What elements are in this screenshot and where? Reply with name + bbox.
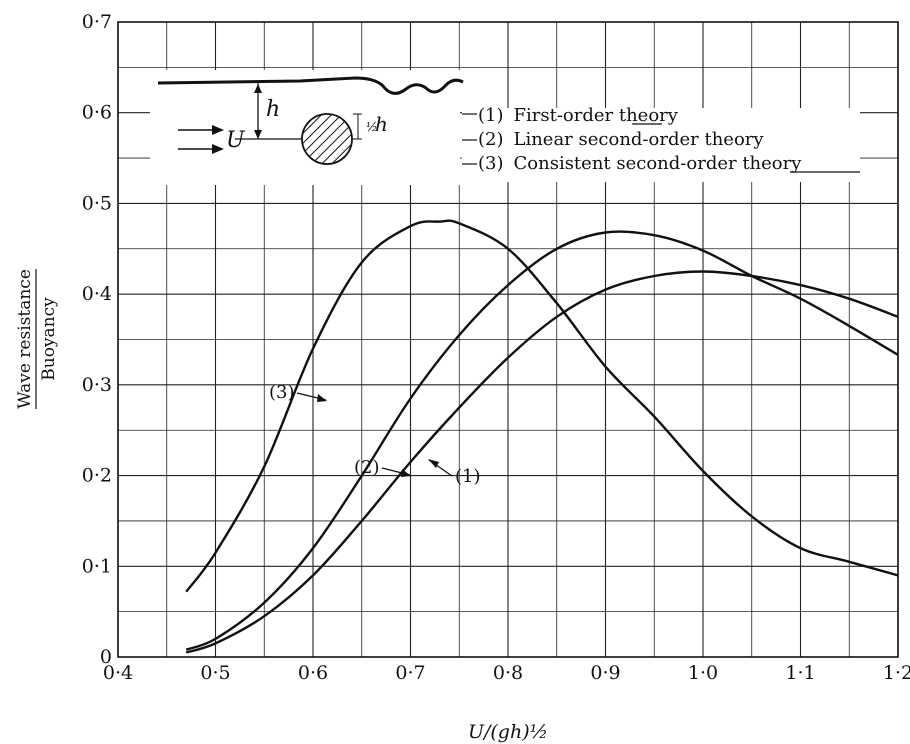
- radius-var-label: h: [375, 112, 388, 136]
- y-tick-label: 0·6: [82, 102, 112, 124]
- free-surface-line: [157, 76, 464, 95]
- velocity-label: U: [226, 128, 246, 153]
- curves: [185, 219, 899, 654]
- curve-tag-2-arrowhead: [401, 469, 411, 477]
- y-tick-label: 0·7: [82, 11, 112, 33]
- x-axis-title: U/(gh)½: [468, 721, 548, 743]
- legend-tag-1: (1): [478, 105, 504, 126]
- curve-tag-2-label: (2): [354, 457, 380, 478]
- y-tick-label: 0·4: [82, 283, 112, 305]
- x-tick-label: 0·4: [103, 662, 133, 684]
- y-tick-label: 0·1: [82, 555, 112, 577]
- x-tick-label: 1·0: [688, 662, 718, 684]
- series-line-2: [185, 230, 899, 651]
- depth-label: h: [266, 97, 280, 122]
- submerged-cylinder: [301, 113, 353, 165]
- legend-label-2: Linear second-order theory: [514, 129, 765, 150]
- radius-fraction-label: ½: [366, 120, 378, 134]
- curve-tag-3-label: (3): [269, 382, 295, 403]
- plot-frame: [117, 21, 899, 658]
- flow-arrow-upper-head: [212, 125, 224, 135]
- y-tick-label: 0: [100, 646, 112, 668]
- inset-diagram: h ½ h U: [150, 70, 464, 185]
- y-axis-title: Wave resistance Buoyancy: [15, 269, 59, 409]
- legend: (1) First-order theory (2) Linear second-o…: [462, 105, 860, 182]
- x-tick-label: 0·7: [395, 662, 425, 684]
- y-tick-label: 0·2: [82, 465, 112, 487]
- legend-label-1: First-order theory: [514, 105, 679, 126]
- curve-tag-1-label: (1): [455, 466, 481, 487]
- curve-tag-2: (2): [354, 457, 411, 478]
- legend-tag-2: (2): [478, 129, 504, 150]
- y-tick-label: 0·5: [82, 192, 112, 214]
- series-line-3: [185, 219, 899, 593]
- legend-item-3: (3) Consistent second-order theory: [478, 153, 802, 174]
- curve-tag-3-arrowhead: [317, 394, 327, 402]
- x-tick-labels: 0·4 0·5 0·6 0·7 0·8 0·9 1·0 1·1 1·2: [103, 662, 910, 684]
- legend-item-1: (1) First-order theory: [478, 105, 679, 126]
- legend-tag-3: (3): [478, 153, 504, 174]
- x-tick-label: 0·5: [200, 662, 230, 684]
- y-axis-title-numerator: Wave resistance: [15, 269, 35, 409]
- x-tick-label: 1·1: [785, 662, 815, 684]
- x-tick-label: 0·6: [298, 662, 328, 684]
- legend-label-3: Consistent second-order theory: [514, 153, 803, 174]
- x-tick-label: 1·2: [883, 662, 910, 684]
- x-tick-label: 0·8: [493, 662, 523, 684]
- legend-item-2: (2) Linear second-order theory: [478, 129, 764, 150]
- y-tick-label: 0·3: [82, 374, 112, 396]
- legend-background: [462, 108, 860, 182]
- y-axis-title-denominator: Buoyancy: [39, 297, 59, 381]
- y-tick-labels: 0 0·1 0·2 0·3 0·4 0·5 0·6 0·7: [82, 11, 112, 668]
- depth-arrow-top: [254, 84, 262, 93]
- flow-arrow-lower-head: [212, 144, 224, 154]
- curve-tag-1: (1): [428, 459, 481, 487]
- curve-tag-3: (3): [269, 382, 327, 403]
- depth-arrow-bottom: [254, 130, 262, 139]
- curve-tag-1-arrowhead: [428, 459, 439, 468]
- series-line-1: [185, 270, 899, 654]
- x-tick-label: 0·9: [590, 662, 620, 684]
